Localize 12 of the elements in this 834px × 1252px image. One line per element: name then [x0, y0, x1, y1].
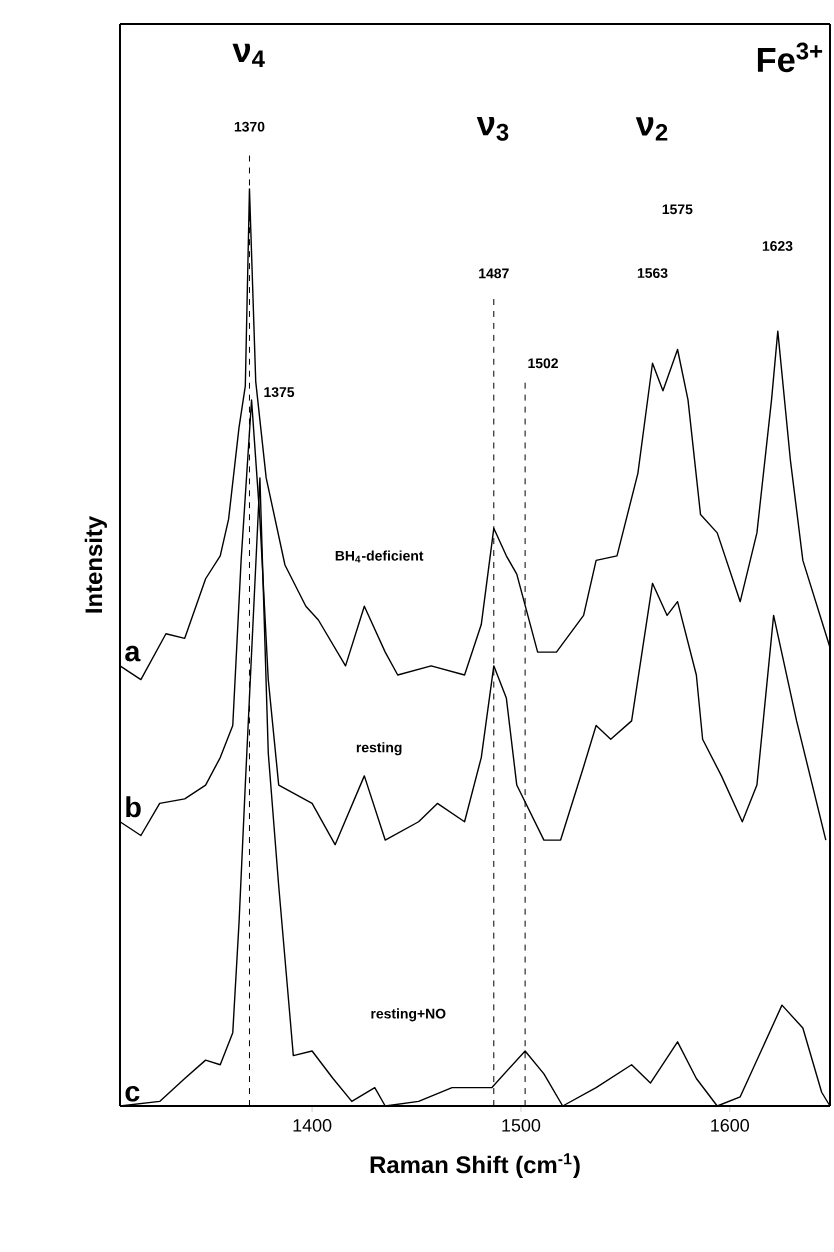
x-axis-title: Raman Shift (cm$^{-1}$)	[370, 1153, 580, 1178]
x-tick-label: 1500	[502, 1119, 541, 1132]
x-tick-label: 1400	[293, 1119, 332, 1132]
x-tick-label: 1600	[711, 1119, 750, 1132]
y-axis-title: Intensity	[84, 515, 107, 613]
text: Fe$^{3+}$	[757, 42, 823, 73]
series-label: a	[125, 645, 141, 662]
text: ν$_{4}$	[232, 43, 265, 68]
series-label: c	[125, 1085, 140, 1102]
text: ν$_{2}$	[635, 117, 668, 141]
series-label: b	[126, 796, 141, 818]
text: ν$_{3}$	[476, 116, 509, 141]
